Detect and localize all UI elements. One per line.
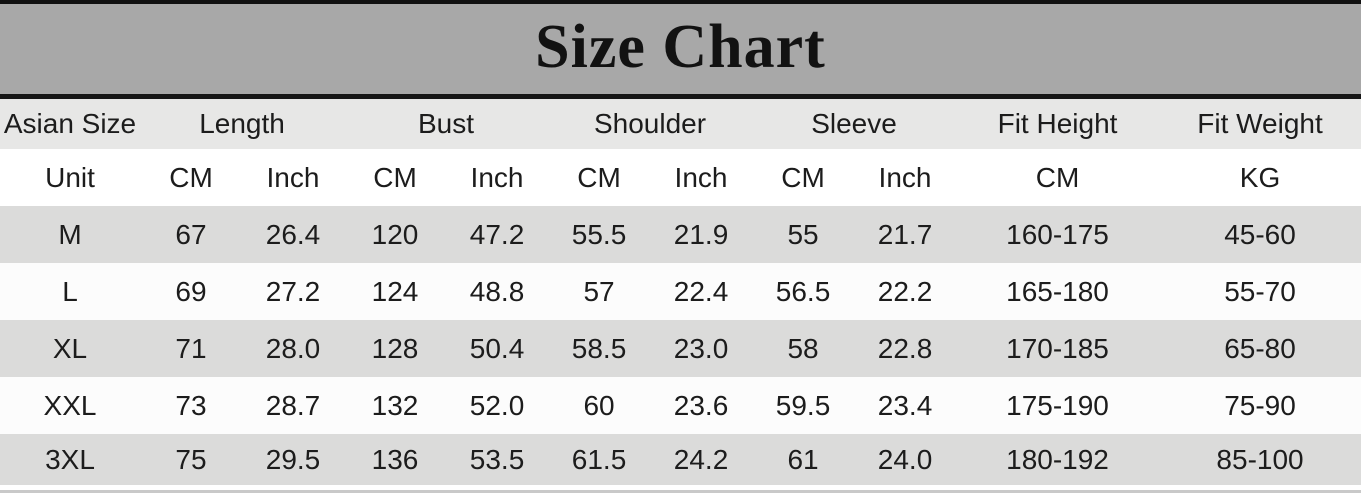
table-cell: 60 [583,389,615,421]
table-cell: 26.4 [265,218,321,250]
table-row-m: M 67 26.4 120 47.2 55.5 21.9 55 21.7 160… [0,206,1361,263]
top-border-line [0,0,1361,4]
table-cell: 61 [787,443,819,475]
unit-row: Unit CM Inch CM Inch CM Inch CM Inch CM … [0,149,1361,206]
col-header-asian-size: Asian Size [3,108,137,139]
table-cell: 61.5 [571,443,627,475]
header-group-row: Asian Size Length Bust Shoulder Sleeve F… [0,99,1361,149]
table-cell: 21.7 [877,218,933,250]
table-cell: 23.0 [673,332,729,364]
table-cell: 132 [371,389,419,421]
table-cell: 75-90 [1224,389,1296,421]
table-cell: 27.2 [265,275,321,307]
table-cell: 55-70 [1224,275,1296,307]
table-cell: 65-80 [1224,332,1296,364]
table-cell: 75 [175,443,207,475]
unit-cell: CM [373,161,417,193]
table-row-xl: XL 71 28.0 128 50.4 58.5 23.0 58 22.8 17… [0,320,1361,377]
table-cell: 50.4 [469,332,525,364]
bottom-border-line [0,490,1361,493]
table-cell: 22.8 [877,332,933,364]
col-header-fit-weight: Fit Weight [1197,108,1323,139]
table-cell: 22.2 [877,275,933,307]
table-cell: 52.0 [469,389,525,421]
table-cell: 55.5 [571,218,627,250]
size-label-cell: L [62,275,78,307]
table-cell: 55 [787,218,819,250]
table-cell: 58.5 [571,332,627,364]
table-cell: 170-185 [1006,332,1109,364]
table-cell: 136 [371,443,419,475]
table-cell: 165-180 [1006,275,1109,307]
table-row-l: L 69 27.2 124 48.8 57 22.4 56.5 22.2 165… [0,263,1361,320]
unit-cell: Inch [266,161,320,193]
col-header-bust: Bust [418,108,475,139]
unit-cell: Inch [674,161,728,193]
unit-cell: KG [1239,161,1281,193]
table-cell: 85-100 [1216,443,1304,475]
size-label-cell: XL [52,332,88,364]
bottom-gap [0,485,1361,490]
table-cell: 23.4 [877,389,933,421]
divider-line [0,94,1361,99]
table-cell: 73 [175,389,207,421]
col-header-sleeve: Sleeve [811,108,897,139]
size-chart-table: Asian Size Length Bust Shoulder Sleeve F… [0,99,1361,485]
table-cell: 71 [175,332,207,364]
unit-cell: Inch [878,161,932,193]
table-cell: 58 [787,332,819,364]
title-banner: Size Chart [0,4,1361,94]
table-cell: 48.8 [469,275,525,307]
unit-cell: Inch [470,161,524,193]
table-cell: 22.4 [673,275,729,307]
table-cell: 120 [371,218,419,250]
table-cell: 24.2 [673,443,729,475]
table-cell: 21.9 [673,218,729,250]
page-title: Size Chart [535,13,826,81]
table-cell: 175-190 [1006,389,1109,421]
table-cell: 56.5 [775,275,831,307]
unit-cell: Unit [45,161,95,193]
table-cell: 28.7 [265,389,321,421]
table-cell: 57 [583,275,615,307]
size-label-cell: 3XL [45,443,95,475]
col-header-fit-height: Fit Height [997,108,1118,139]
table-cell: 24.0 [877,443,933,475]
unit-cell: CM [1035,161,1080,193]
table-cell: 53.5 [469,443,525,475]
size-label-cell: M [58,218,82,250]
col-header-length: Length [199,108,285,139]
table-cell: 67 [175,218,207,250]
table-cell: 23.6 [673,389,729,421]
table-row-3xl: 3XL 75 29.5 136 53.5 61.5 24.2 61 24.0 1… [0,434,1361,485]
table-cell: 160-175 [1006,218,1109,250]
table-cell: 69 [175,275,207,307]
col-header-shoulder: Shoulder [593,108,707,139]
table-cell: 59.5 [775,389,831,421]
table-cell: 128 [371,332,419,364]
size-label-cell: XXL [43,389,97,421]
unit-cell: CM [577,161,621,193]
table-cell: 124 [371,275,419,307]
table-cell: 29.5 [265,443,321,475]
table-cell: 28.0 [265,332,321,364]
table-row-xxl: XXL 73 28.7 132 52.0 60 23.6 59.5 23.4 1… [0,377,1361,434]
unit-cell: CM [169,161,213,193]
table-cell: 47.2 [469,218,525,250]
unit-cell: CM [781,161,825,193]
table-cell: 45-60 [1224,218,1296,250]
table-cell: 180-192 [1006,443,1109,475]
